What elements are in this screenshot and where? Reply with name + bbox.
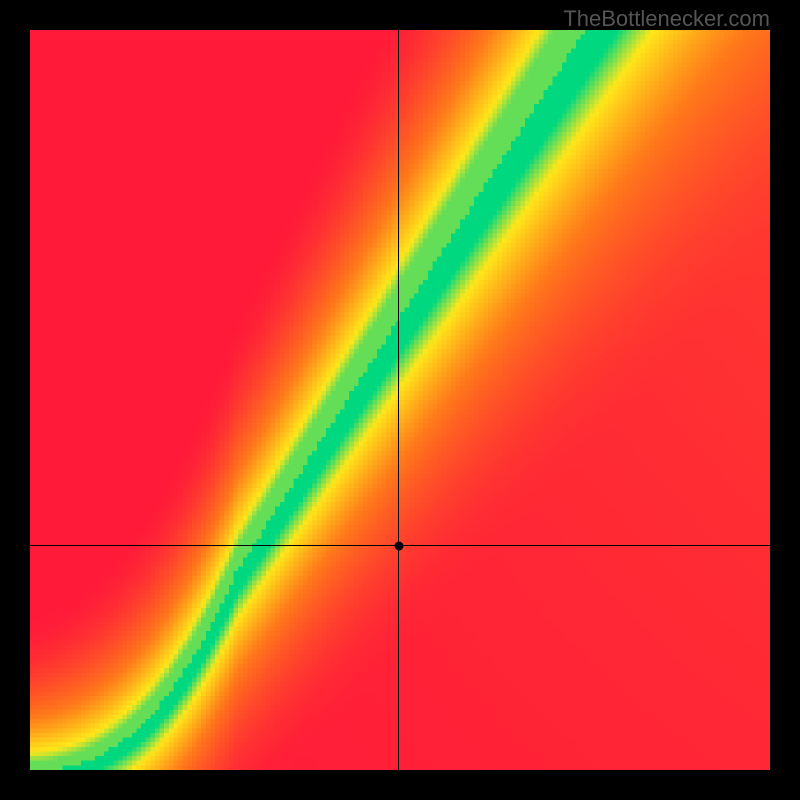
watermark-text: TheBottlenecker.com (563, 6, 770, 32)
crosshair-vertical (398, 30, 399, 770)
chart-container: TheBottlenecker.com (0, 0, 800, 800)
bottleneck-heatmap (30, 30, 770, 770)
crosshair-marker (394, 541, 403, 550)
